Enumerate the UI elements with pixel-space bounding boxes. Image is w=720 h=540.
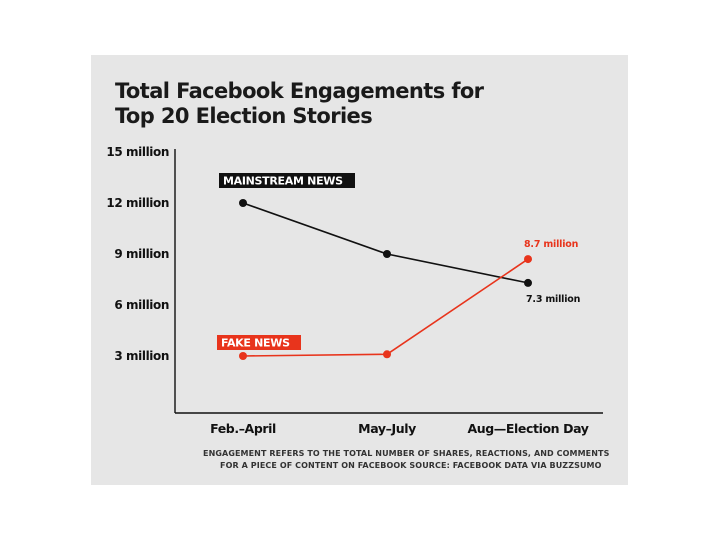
series-group: MAINSTREAM NEWS 7.3 million: [219, 173, 581, 305]
chart-title-line-1: Total Facebook Engagements for: [115, 79, 485, 103]
data-point: [524, 255, 532, 264]
y-axis-ticks: 15 million 12 million 9 million 6 million 3 …: [106, 145, 169, 363]
y-tick-label: 6 million: [114, 298, 169, 312]
y-tick-label: 3 million: [114, 349, 169, 363]
series-line: [242, 202, 529, 284]
y-tick-label: 9 million: [114, 247, 169, 261]
series-layer: MAINSTREAM NEWS 7.3 million FAKE NEWS 8.7 m…: [217, 173, 581, 360]
data-point: [383, 250, 391, 258]
series-tag-label: MAINSTREAM NEWS: [223, 175, 343, 188]
data-point: [383, 350, 391, 359]
end-value-label: 8.7 million: [524, 239, 579, 250]
x-axis-categories: Feb.–April May–July Aug—Election Day: [210, 421, 589, 436]
footnote-line-2: FOR A PIECE OF CONTENT ON FACEBOOK SOURC…: [220, 461, 602, 470]
footnote-line-1: ENGAGEMENT REFERS TO THE TOTAL NUMBER OF…: [203, 449, 610, 458]
end-value-label: 7.3 million: [526, 294, 581, 305]
x-category-label: Aug—Election Day: [467, 421, 588, 436]
y-tick-label: 12 million: [106, 196, 169, 210]
y-tick-label: 15 million: [106, 145, 169, 159]
chart-card: Total Facebook Engagements for Top 20 El…: [91, 55, 628, 485]
chart-title-line-2: Top 20 Election Stories: [115, 104, 372, 128]
data-point: [239, 199, 247, 207]
x-category-label: May–July: [358, 421, 416, 436]
engagement-line-chart: Total Facebook Engagements for Top 20 El…: [106, 79, 610, 470]
series-group: FAKE NEWS 8.7 million: [217, 239, 579, 360]
series-tag-label: FAKE NEWS: [221, 337, 290, 350]
series-tag-box: [217, 335, 301, 350]
x-category-label: Feb.–April: [210, 421, 276, 436]
data-point: [524, 278, 532, 287]
data-point: [239, 352, 247, 360]
series-tag-box: [219, 173, 355, 188]
